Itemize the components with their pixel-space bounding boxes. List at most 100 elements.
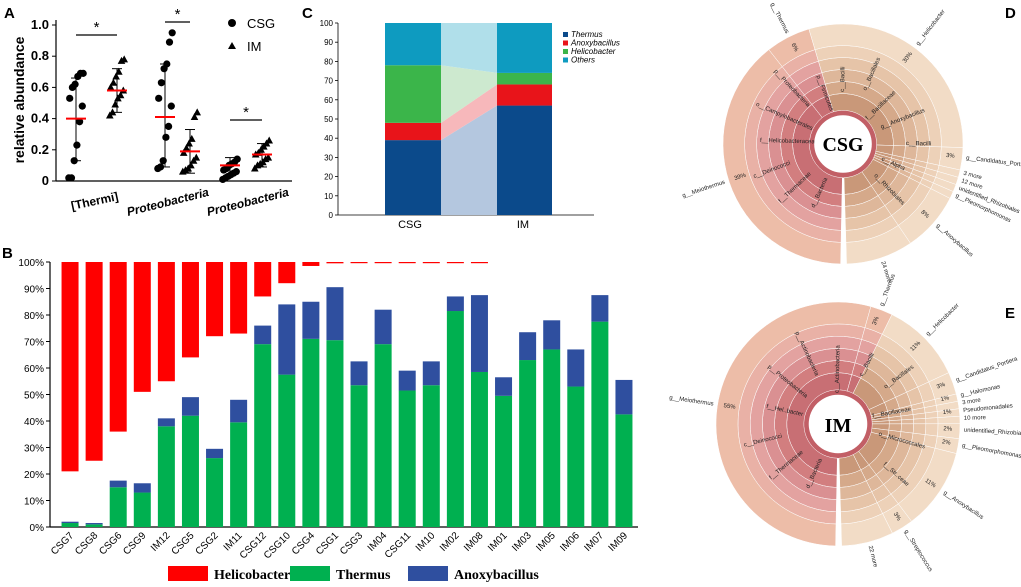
- krona-inner-label: c__Bacilli: [840, 66, 847, 91]
- krona-segment: [924, 411, 939, 419]
- b-bar-thermus: [109, 487, 127, 527]
- a-csg-point: [165, 122, 173, 130]
- krona-outer-label: g__Pleomorphomonas: [962, 443, 1021, 460]
- b-ytick-label: 80%: [24, 311, 44, 322]
- b-bar-helicobacter: [326, 262, 344, 264]
- panel-b-label: B: [2, 245, 13, 262]
- krona-outer-label: unidentified_Rhizobiales: [964, 428, 1021, 438]
- krona-outer-label: g__Candidatus_Portiera: [966, 155, 1021, 169]
- a-sig-star: *: [243, 104, 249, 121]
- a-im-point: [106, 83, 115, 91]
- b-bar-helicobacter: [61, 262, 79, 472]
- c-connector-anoxybacillus: [441, 84, 497, 141]
- c-ytick-label: 30: [324, 153, 333, 162]
- c-bar-csg-anoxybacillus: [385, 122, 441, 141]
- c-ytick-label: 70: [324, 77, 333, 86]
- a-im-point: [187, 161, 195, 169]
- b-xtick-label: CSG11: [383, 530, 414, 561]
- c-ytick-label: 60: [324, 96, 333, 105]
- krona-outer-label: g__Helicobacter: [915, 9, 946, 47]
- b-bar-helicobacter: [181, 262, 199, 358]
- b-xtick-label: CSG6: [97, 530, 124, 557]
- krona-segment: [927, 146, 942, 166]
- a-csg-point: [165, 38, 174, 46]
- krona-pct-label: 6%: [790, 42, 800, 53]
- b-bar-thermus: [157, 426, 175, 527]
- b-xtick-label: CSG7: [49, 530, 76, 557]
- b-xtick-label: IM07: [582, 530, 606, 554]
- c-bar-csg-thermus: [385, 140, 441, 215]
- krona-pct-label: 3%: [936, 382, 947, 391]
- a-im-point: [265, 136, 273, 144]
- b-xtick-label: CSG2: [194, 530, 221, 557]
- krona-pct-label: 1%: [940, 395, 950, 403]
- b-ytick-label: 40%: [24, 417, 44, 428]
- krona-segment: [913, 418, 927, 425]
- b-bar-anoxybacillus: [230, 399, 248, 423]
- a-ytick-label: 0.4: [31, 111, 50, 126]
- legend-anoxybacillus-swatch: [408, 566, 448, 581]
- panel-e-center-label: IM: [825, 415, 852, 437]
- b-xtick-label: CSG9: [121, 530, 148, 557]
- c-ytick-label: 90: [324, 38, 333, 47]
- b-bar-thermus: [278, 374, 296, 527]
- b-bar-helicobacter: [446, 262, 464, 264]
- b-bar-helicobacter: [470, 262, 488, 264]
- krona-segment: [924, 423, 939, 437]
- b-xtick-label: IM01: [486, 530, 510, 554]
- c-ytick-label: 80: [324, 57, 333, 66]
- c-connector-others: [441, 23, 497, 73]
- krona-center: [814, 115, 872, 173]
- b-bar-helicobacter: [278, 262, 296, 284]
- a-im-point: [112, 72, 120, 80]
- c-ytick-label: 0: [329, 211, 334, 220]
- b-xtick-label: IM10: [414, 530, 438, 554]
- c-bar-csg-others: [385, 23, 441, 66]
- c-legend-label: Helicobacter: [571, 47, 616, 56]
- krona-outer-label: g__Halomonas: [960, 384, 1001, 399]
- c-legend-label: Anoxybacillus: [570, 39, 620, 48]
- b-bar-anoxybacillus: [470, 295, 488, 372]
- b-xtick-label: IM06: [558, 530, 582, 554]
- b-bar-thermus: [519, 360, 537, 527]
- b-xtick-label: IM05: [534, 530, 558, 554]
- c-connector-thermus: [441, 105, 497, 215]
- b-bar-thermus: [470, 371, 488, 527]
- a-csg-point: [233, 155, 241, 163]
- b-xtick-label: IM03: [510, 530, 534, 554]
- legend-im-label: IM: [247, 39, 261, 54]
- krona-pct-label: 11%: [924, 478, 938, 490]
- krona-outer-label: 22 more: [867, 545, 878, 568]
- a-sig-star: *: [94, 19, 100, 36]
- legend-anoxybacillus-label: Anoxybacillus: [454, 568, 539, 583]
- b-bar-helicobacter: [157, 262, 175, 382]
- b-bar-thermus: [181, 415, 199, 527]
- c-bar-im-helicobacter: [497, 72, 552, 85]
- b-bar-thermus: [591, 321, 609, 527]
- b-bar-thermus: [398, 390, 416, 527]
- b-bar-thermus: [206, 458, 224, 527]
- b-bar-anoxybacillus: [206, 448, 224, 459]
- b-bar-anoxybacillus: [398, 370, 416, 391]
- panel-d-center-label: CSG: [822, 134, 864, 156]
- b-xtick-label: IM08: [462, 530, 486, 554]
- krona-outer-label: g__Meiothermus: [669, 395, 714, 407]
- b-bar-helicobacter: [206, 262, 224, 337]
- b-ytick-label: 30%: [24, 444, 44, 455]
- krona-outer-label: g__Meiothermus: [682, 180, 726, 200]
- b-bar-thermus: [326, 340, 344, 527]
- c-ytick-label: 20: [324, 173, 333, 182]
- c-ytick-label: 10: [324, 192, 333, 201]
- panel-a-ylabel: relative abundance: [11, 36, 27, 163]
- legend-csg-label: CSG: [247, 16, 275, 31]
- krona-pct-label: 1%: [943, 409, 953, 416]
- krona-outer-label: 3 more: [962, 397, 982, 406]
- b-xtick-label: CSG8: [73, 530, 100, 557]
- a-im-point: [182, 144, 191, 152]
- panel-a-xlabel-1: [Thermi]: [70, 189, 120, 213]
- krona-pct-label: 8%: [919, 210, 930, 221]
- b-xtick-label: IM09: [607, 530, 631, 554]
- a-ytick-label: 0.2: [31, 142, 49, 157]
- b-bar-helicobacter: [133, 262, 151, 392]
- b-bar-helicobacter: [302, 262, 320, 266]
